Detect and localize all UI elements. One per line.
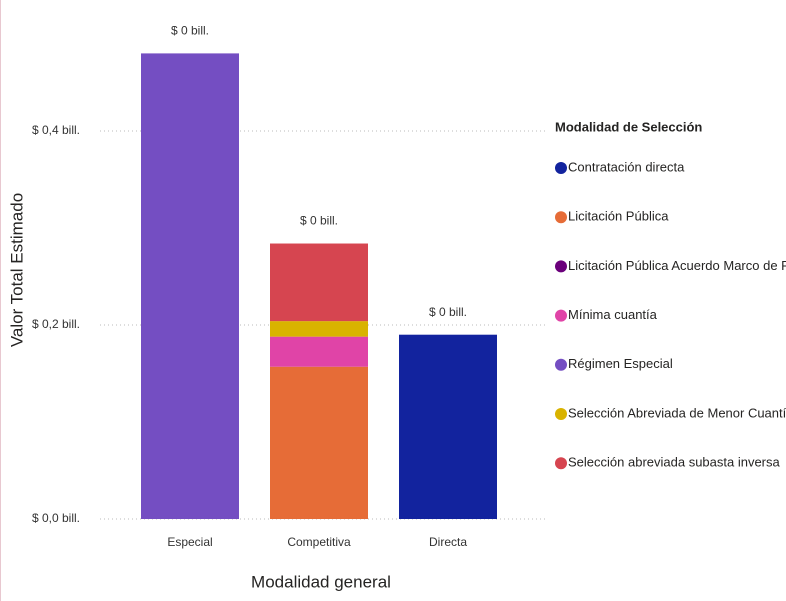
- total-label: $ 0 bill.: [171, 24, 209, 38]
- legend-marker: [555, 457, 567, 470]
- legend-marker: [555, 162, 567, 174]
- legend-label: Selección Abreviada de Menor Cuantía: [568, 405, 786, 420]
- bar-segment: [270, 243, 368, 322]
- x-tick-label: Competitiva: [287, 535, 351, 549]
- bar-segment: [270, 336, 368, 367]
- y-axis-title: Valor Total Estimado: [7, 193, 26, 347]
- legend-title: Modalidad de Selección: [555, 119, 702, 134]
- legend-label: Selección abreviada subasta inversa: [568, 455, 781, 470]
- bar-segment: [270, 366, 368, 519]
- legend-label: Mínima cuantía: [568, 307, 658, 322]
- legend-label: Licitación Pública Acuerdo Marco de P...: [568, 258, 786, 273]
- y-tick-label: $ 0,2 bill.: [32, 317, 80, 331]
- x-axis-title: Modalidad general: [251, 572, 391, 591]
- legend-marker: [555, 358, 567, 371]
- total-label: $ 0 bill.: [429, 305, 467, 319]
- y-tick-label: $ 0,0 bill.: [32, 511, 80, 525]
- legend-marker: [555, 408, 567, 420]
- legend-marker: [555, 260, 567, 273]
- bar-segment: [141, 53, 239, 520]
- x-tick-label: Especial: [167, 535, 212, 549]
- bar-segment: [270, 321, 368, 337]
- legend-label: Licitación Pública: [568, 209, 669, 224]
- bar-segment: [399, 334, 497, 519]
- legend-label: Régimen Especial: [568, 356, 673, 371]
- x-tick-label: Directa: [429, 535, 467, 549]
- legend-marker: [555, 211, 567, 224]
- legend-label: Contratación directa: [568, 159, 685, 174]
- legend-marker: [555, 309, 567, 322]
- total-label: $ 0 bill.: [300, 214, 338, 228]
- y-tick-label: $ 0,4 bill.: [32, 123, 80, 137]
